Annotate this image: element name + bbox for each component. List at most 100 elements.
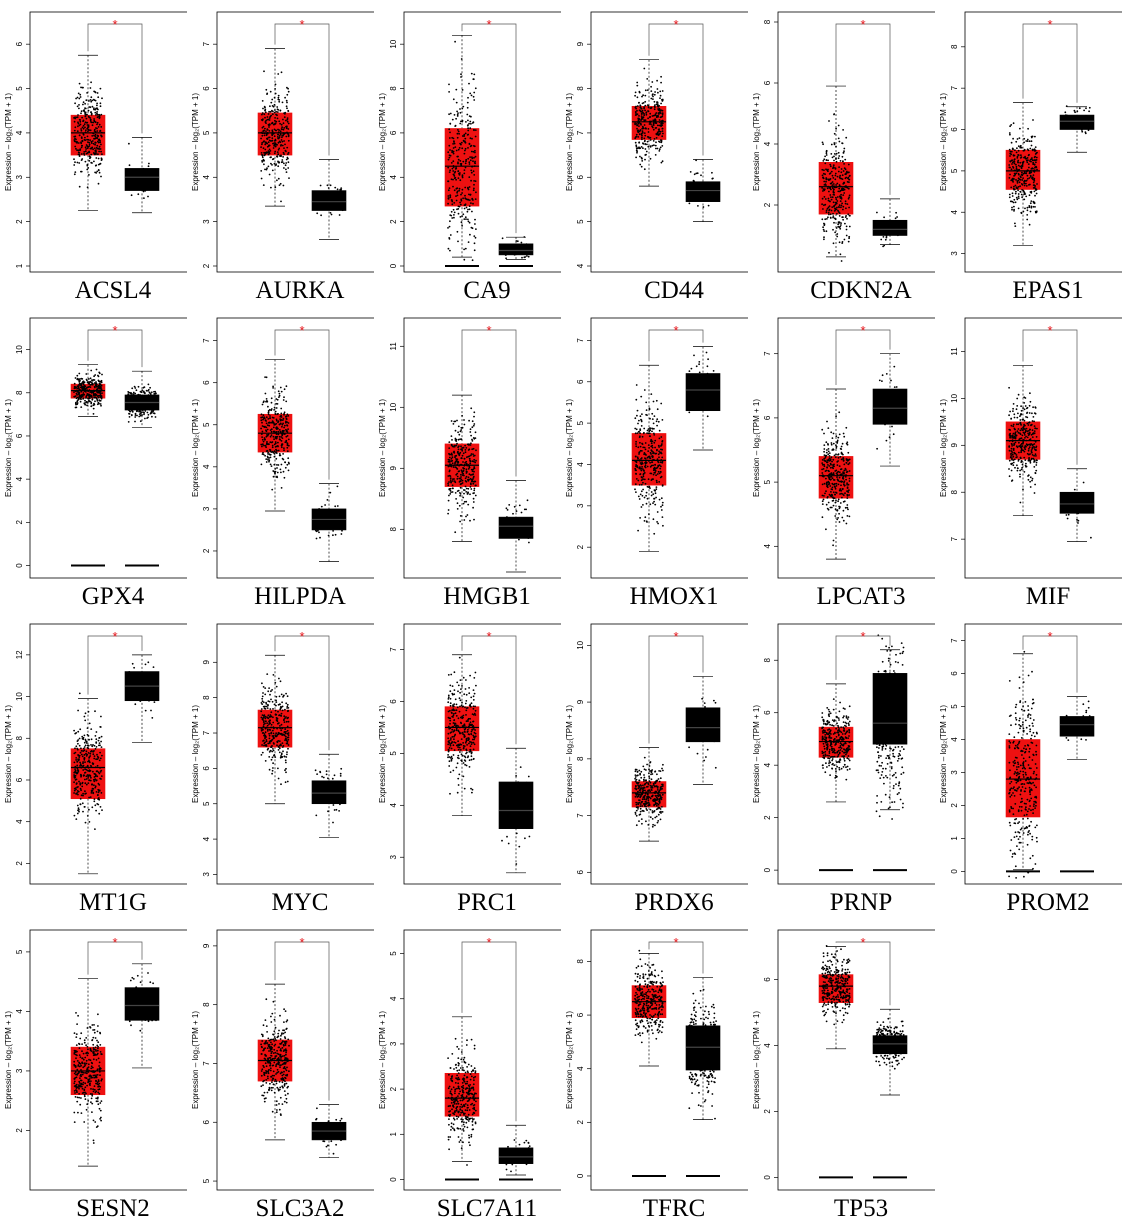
data-point (1014, 163, 1016, 165)
data-point (287, 121, 289, 123)
data-point (458, 131, 460, 133)
data-point (638, 453, 640, 455)
data-point (275, 427, 277, 429)
data-point (653, 129, 655, 131)
data-point (1020, 146, 1022, 148)
y-tick-label: 6 (15, 433, 24, 438)
data-point (517, 532, 519, 534)
data-point (448, 459, 450, 461)
data-point (93, 161, 95, 163)
data-point (142, 395, 144, 397)
data-point (450, 234, 452, 236)
data-point (447, 483, 449, 485)
data-point (285, 164, 287, 166)
data-point (653, 144, 655, 146)
data-point (146, 395, 148, 397)
data-point (839, 490, 841, 492)
data-point (649, 408, 651, 410)
data-point (448, 441, 450, 443)
data-point (1013, 413, 1015, 415)
data-point (504, 522, 506, 524)
data-point (129, 416, 131, 418)
data-point (273, 106, 275, 108)
data-point (827, 481, 829, 483)
data-point (1031, 145, 1033, 147)
data-point (1018, 432, 1020, 434)
data-point (657, 105, 659, 107)
data-point (451, 466, 453, 468)
data-point (449, 471, 451, 473)
data-point (277, 99, 279, 101)
data-point (457, 161, 459, 163)
data-point (88, 378, 90, 380)
data-point (87, 386, 89, 388)
data-point (464, 169, 466, 171)
data-point (1035, 455, 1037, 457)
data-point (648, 447, 650, 449)
data-point (832, 229, 834, 231)
data-point (822, 208, 824, 210)
data-point (274, 407, 276, 409)
data-point (271, 402, 273, 404)
data-point (1014, 158, 1016, 160)
data-point (1028, 163, 1030, 165)
data-point (447, 167, 449, 169)
data-point (97, 135, 99, 137)
data-point (828, 509, 830, 511)
data-point (840, 160, 842, 162)
data-point (475, 156, 477, 158)
y-tick-label: 4 (763, 141, 772, 146)
data-point (279, 416, 281, 418)
data-point (823, 495, 825, 497)
data-point (876, 448, 878, 450)
data-point (150, 413, 152, 415)
data-point (339, 214, 341, 216)
data-point (1022, 441, 1024, 443)
data-point (86, 169, 88, 171)
data-point (470, 202, 472, 204)
data-point (455, 179, 457, 181)
data-point (829, 179, 831, 181)
data-point (885, 415, 887, 417)
data-point (474, 219, 476, 221)
data-point (268, 425, 270, 427)
data-point (285, 120, 287, 122)
data-point (274, 152, 276, 154)
data-point (644, 132, 646, 134)
data-point (454, 480, 456, 482)
data-point (146, 390, 148, 392)
data-point (273, 417, 275, 419)
data-point (504, 518, 506, 520)
y-tick-label: 7 (202, 338, 211, 343)
data-point (1083, 482, 1085, 484)
data-point (1023, 432, 1025, 434)
data-point (100, 88, 102, 90)
data-point (95, 164, 97, 166)
data-point (655, 112, 657, 114)
data-point (79, 155, 81, 157)
data-point (835, 202, 837, 204)
data-point (1026, 162, 1028, 164)
data-point (456, 102, 458, 104)
data-point (280, 472, 282, 474)
data-point (457, 133, 459, 135)
data-point (691, 368, 693, 370)
data-point (340, 189, 342, 191)
significance-star: * (299, 323, 304, 338)
data-point (131, 415, 133, 417)
data-point (842, 489, 844, 491)
data-point (827, 216, 829, 218)
data-point (467, 127, 469, 129)
data-point (1031, 136, 1033, 138)
data-point (86, 92, 88, 94)
data-point (1014, 428, 1016, 430)
data-point (266, 461, 268, 463)
data-point (837, 471, 839, 473)
data-point (690, 171, 692, 173)
data-point (836, 161, 838, 163)
data-point (643, 476, 645, 478)
data-point (129, 164, 131, 166)
data-point (902, 226, 904, 228)
data-point (1023, 142, 1025, 144)
data-point (79, 94, 81, 96)
